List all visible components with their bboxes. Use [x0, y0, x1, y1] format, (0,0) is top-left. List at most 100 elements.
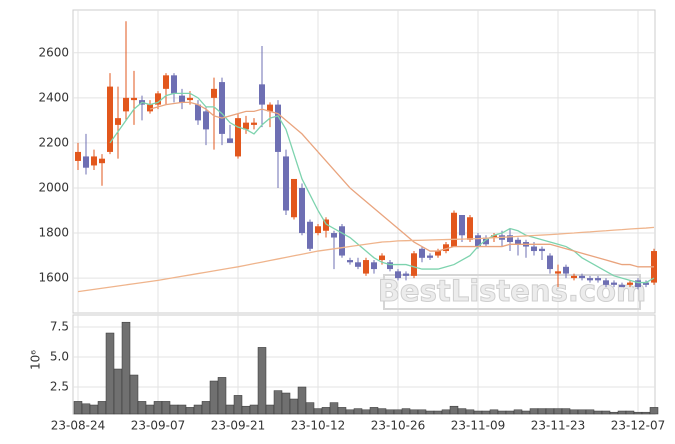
y-tick-label: 2200 [38, 135, 69, 149]
candle-body [155, 93, 161, 105]
volume-bar [417, 409, 427, 415]
candle-body [99, 158, 105, 164]
volume-bar [249, 404, 259, 415]
y-tick-label: 2400 [38, 90, 69, 104]
volume-bar [129, 374, 139, 415]
volume-bar [513, 409, 523, 415]
candle-body [531, 246, 537, 252]
volume-bar [473, 410, 483, 415]
candle-body [179, 95, 185, 103]
candle-body [235, 118, 241, 157]
volume-bar [73, 401, 83, 415]
candle-body [635, 280, 641, 288]
volume-bar [201, 401, 211, 415]
x-tick-label: 23-12-07 [611, 419, 665, 433]
volume-bar [481, 410, 491, 415]
x-tick-label: 23-08-24 [51, 419, 105, 433]
volume-bar [193, 404, 203, 415]
candle-body [507, 235, 513, 243]
candle-body [571, 275, 577, 279]
volume-bar [465, 409, 475, 415]
volume-bar [185, 407, 195, 415]
candle-body [91, 156, 97, 166]
candle-body [331, 233, 337, 238]
volume-bar [161, 401, 171, 415]
volume-bar [209, 380, 219, 415]
candle-body [339, 226, 345, 256]
candle-body [299, 187, 305, 234]
candle-body [475, 235, 481, 247]
candle-body [107, 86, 113, 152]
y-tick-label: 2.5 [50, 380, 69, 394]
candle-body [643, 282, 649, 285]
candle-body [83, 156, 89, 168]
volume-bar [273, 390, 283, 415]
volume-panel [72, 314, 656, 415]
volume-bar [153, 401, 163, 415]
price-panel [72, 9, 656, 314]
volume-bar [425, 410, 435, 415]
x-tick-label: 23-10-12 [291, 419, 345, 433]
volume-bar [169, 404, 179, 415]
y-tick-label: 2000 [38, 180, 69, 194]
moving-average-line [109, 92, 655, 284]
candle-body [387, 262, 393, 270]
candle-body [163, 75, 169, 89]
volume-bar [633, 411, 643, 415]
y-tick-label: 1800 [38, 226, 69, 240]
candle-body [275, 104, 281, 152]
volume-bar [313, 408, 323, 415]
volume-bar [561, 408, 571, 415]
candle-body [115, 118, 121, 125]
candle-body [411, 253, 417, 276]
candle-body [283, 156, 289, 211]
volume-bar [393, 409, 403, 415]
x-tick-label: 23-11-23 [531, 419, 585, 433]
candle-body [315, 226, 321, 234]
volume-bar [433, 410, 443, 415]
volume-bar [121, 321, 131, 415]
volume-bar [537, 408, 547, 415]
volume-bar [625, 410, 635, 415]
volume-bar [217, 377, 227, 415]
candle-body [75, 151, 81, 161]
volume-bar [649, 407, 659, 415]
candle-body [611, 282, 617, 285]
volume-bar [281, 392, 291, 415]
volume-bar [137, 401, 147, 415]
candle-body [515, 239, 521, 245]
x-tick-label: 23-11-09 [451, 419, 505, 433]
volume-unit: 10⁶ [29, 350, 43, 370]
volume-bar [441, 409, 451, 415]
candle-body [435, 251, 441, 256]
candle-body [347, 260, 353, 263]
candle-body [291, 178, 297, 218]
volume-bar [353, 408, 363, 415]
volume-bar [81, 403, 91, 415]
candle-body [595, 278, 601, 281]
volume-bar [601, 410, 611, 415]
volume-bar [369, 407, 379, 415]
candle-body [195, 104, 201, 121]
volume-bar [345, 409, 355, 415]
x-tick-label: 23-10-26 [371, 419, 425, 433]
candle-body [603, 280, 609, 285]
volume-bar [297, 386, 307, 415]
moving-average-line [77, 226, 655, 293]
volume-bar [337, 407, 347, 415]
candle-body [427, 255, 433, 258]
volume-bar [145, 404, 155, 415]
candle-body [579, 275, 585, 279]
volume-bar [241, 405, 251, 415]
candle-body [251, 122, 257, 125]
volume-bar [529, 408, 539, 415]
volume-bar [457, 408, 467, 415]
candle-body [267, 104, 273, 112]
volume-bar [569, 409, 579, 415]
volume-bar [377, 408, 387, 415]
volume-bar [617, 410, 627, 415]
volume-bar [105, 332, 115, 415]
candle-body [395, 271, 401, 279]
volume-bar [449, 405, 459, 415]
